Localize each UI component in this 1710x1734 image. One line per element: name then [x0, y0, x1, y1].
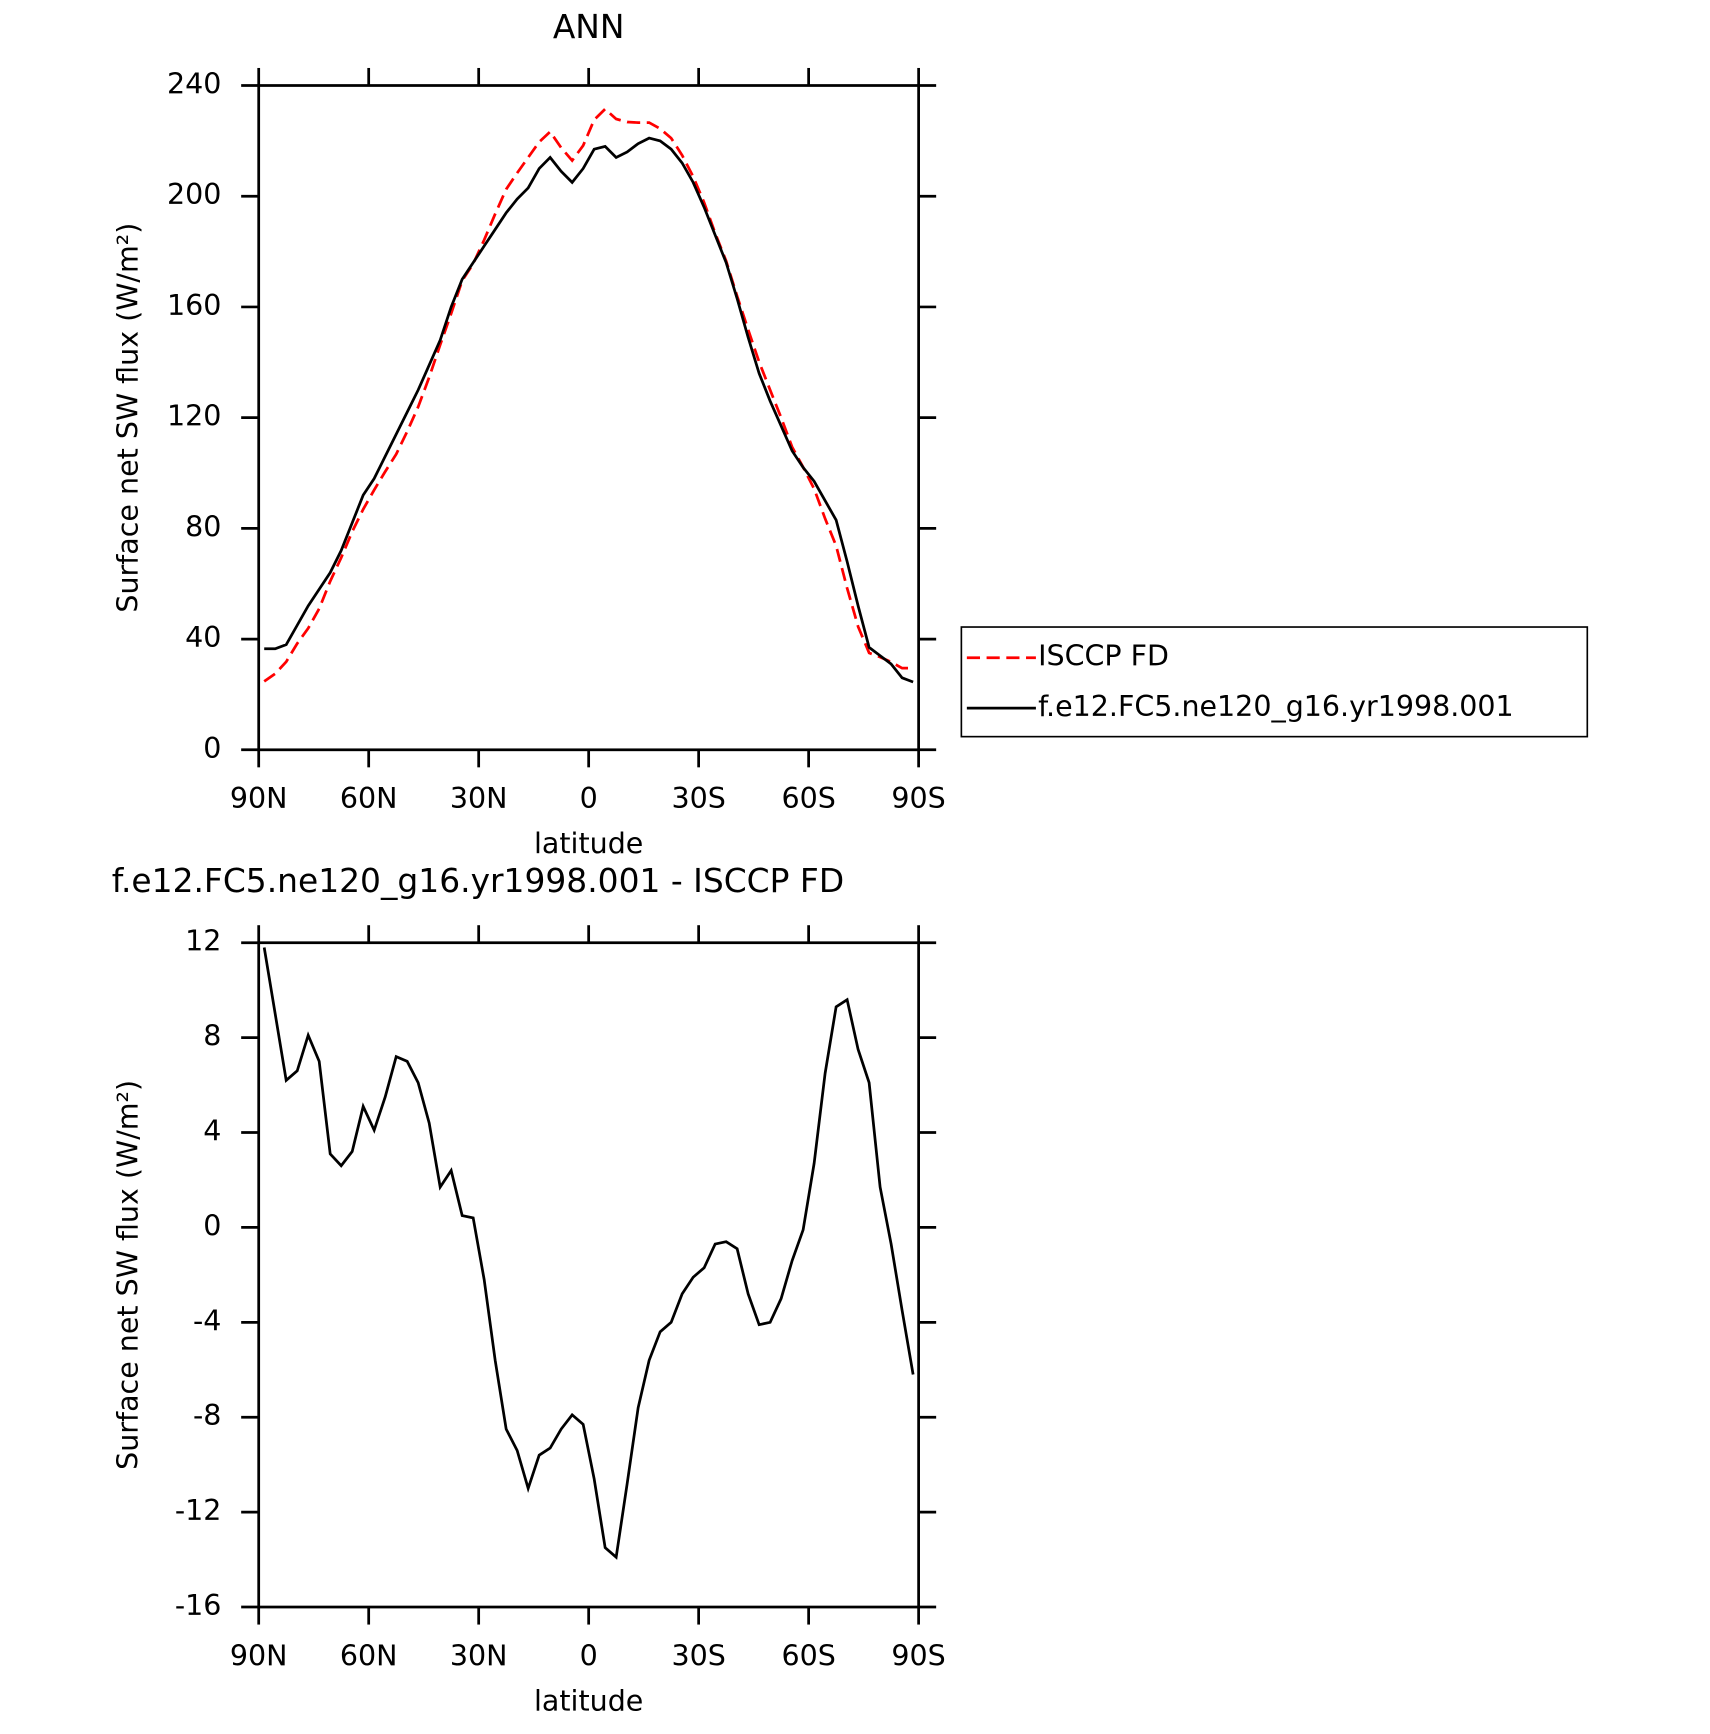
- x-tick-label: 30S: [671, 782, 725, 815]
- plot-frame: [257, 941, 920, 1609]
- x-tick-label: 30N: [450, 1639, 508, 1672]
- x-tick-label: 30S: [671, 1639, 725, 1672]
- legend-label: ISCCP FD: [1038, 640, 1169, 673]
- x-tick-label: 60N: [340, 782, 398, 815]
- data-line: [262, 947, 915, 1560]
- y-axis-label: Surface net SW flux (W/m²): [111, 223, 144, 613]
- x-tick-label: 0: [580, 782, 598, 815]
- x-tick-label: 60S: [781, 1639, 835, 1672]
- y-tick-label: -12: [175, 1494, 222, 1527]
- x-axis-label: latitude: [534, 827, 643, 860]
- y-tick-label: 0: [203, 732, 221, 765]
- y-tick-label: 40: [185, 621, 221, 654]
- y-tick-label: -4: [193, 1304, 221, 1337]
- x-tick-label: 0: [580, 1639, 598, 1672]
- data-line: [263, 107, 914, 683]
- y-tick-label: 160: [167, 289, 221, 322]
- x-tick-label: 60S: [781, 782, 835, 815]
- y-tick-label: 200: [167, 178, 221, 211]
- y-tick-label: 80: [185, 510, 221, 543]
- y-tick-label: -16: [175, 1589, 222, 1622]
- y-tick-label: -8: [193, 1399, 221, 1432]
- y-tick-label: 120: [167, 400, 221, 433]
- y-tick-label: 240: [167, 68, 221, 101]
- y-axis-label: Surface net SW flux (W/m²): [111, 1080, 144, 1470]
- plot-frame: [257, 84, 920, 752]
- chart-title: ANN: [553, 7, 625, 46]
- x-tick-label: 90S: [891, 782, 945, 815]
- legend-label: f.e12.FC5.ne120_g16.yr1998.001: [1038, 690, 1514, 723]
- x-tick-label: 30N: [450, 782, 508, 815]
- y-tick-label: 4: [203, 1115, 221, 1148]
- legend-box: [960, 626, 1589, 738]
- x-tick-label: 90N: [230, 782, 288, 815]
- y-tick-label: 0: [203, 1209, 221, 1242]
- x-tick-label: 90N: [230, 1639, 288, 1672]
- x-axis-label: latitude: [534, 1684, 643, 1717]
- x-tick-label: 60N: [340, 1639, 398, 1672]
- chart-title: f.e12.FC5.ne120_g16.yr1998.001 - ISCCP F…: [112, 861, 844, 900]
- y-tick-label: 8: [203, 1020, 221, 1053]
- y-tick-label: 12: [185, 925, 221, 958]
- data-line: [264, 136, 914, 684]
- x-tick-label: 90S: [891, 1639, 945, 1672]
